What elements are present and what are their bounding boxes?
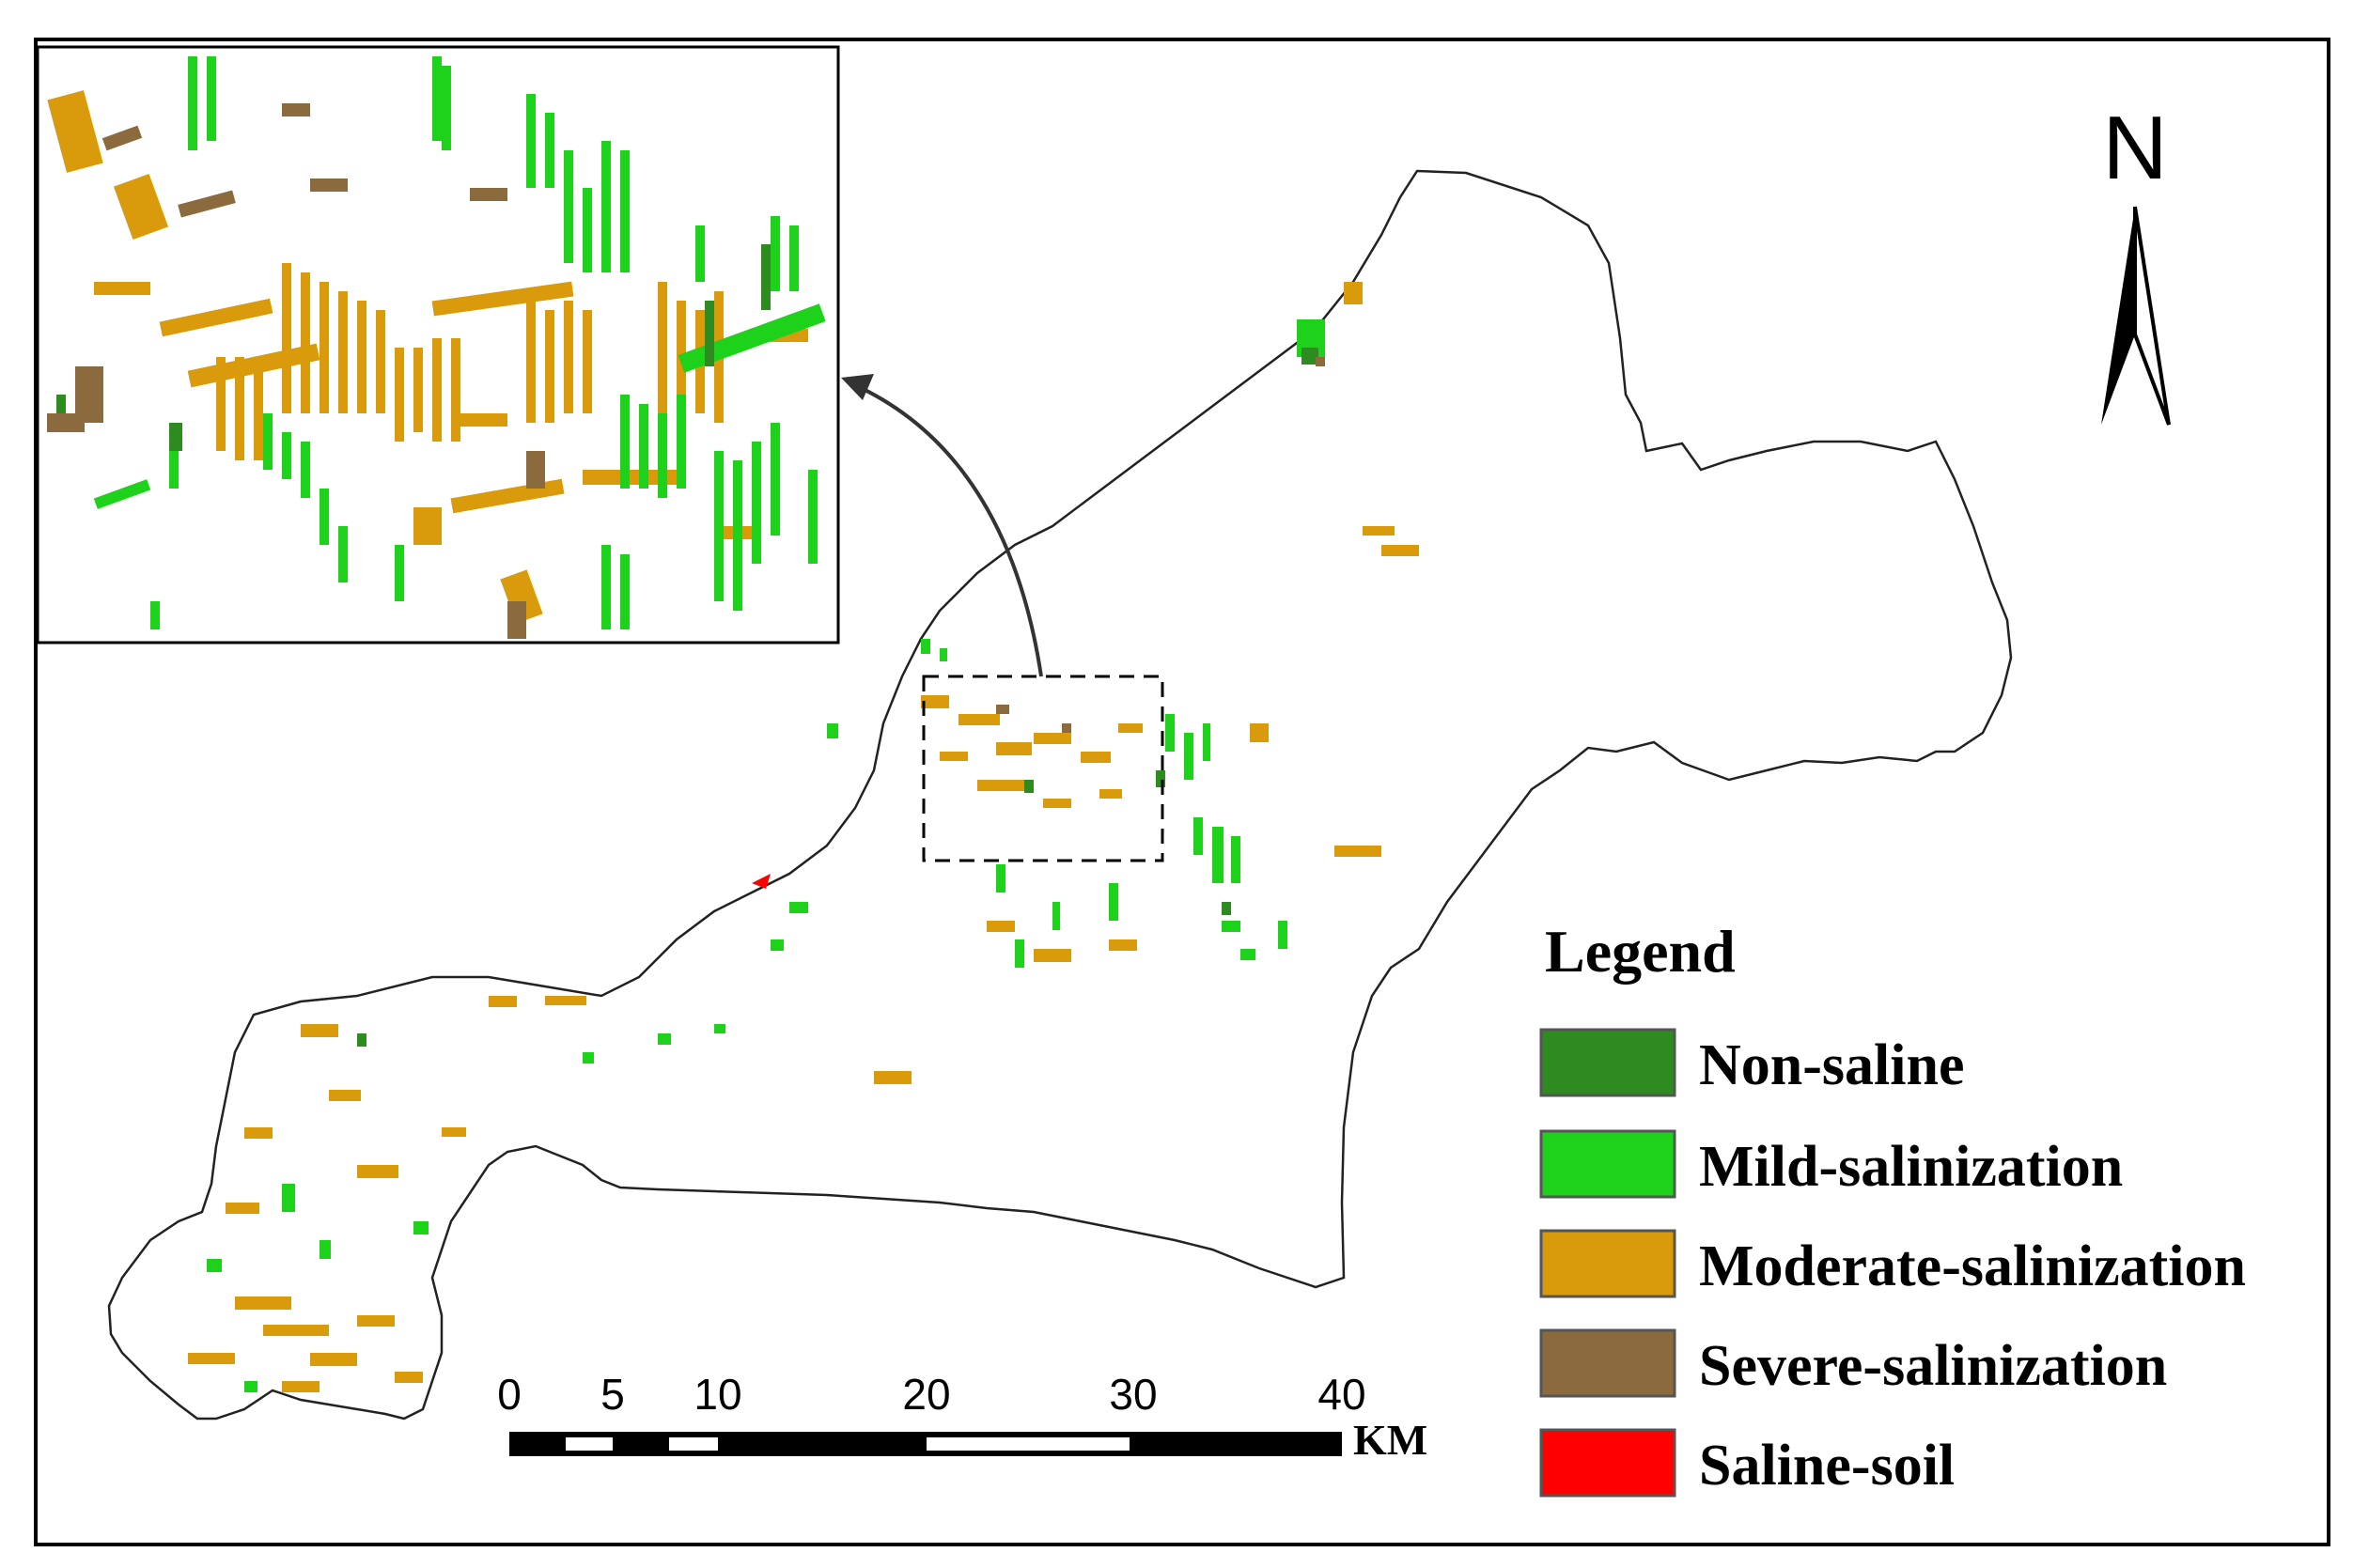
legend-label-severe: Severe-salinization [1699,1334,2167,1398]
north-letter: N [2102,98,2167,198]
scale-tick: 10 [694,1370,741,1419]
scale-tick: 30 [1109,1370,1157,1419]
scale-tick: 20 [902,1370,950,1419]
scale-tick: 40 [1317,1370,1365,1419]
scale-tick: 0 [497,1370,522,1419]
legend-swatch-saline-soil [1539,1428,1676,1498]
legend-label-moderate: Moderate-salinization [1699,1234,2246,1298]
legend-swatch-mild [1539,1129,1676,1199]
legend-label-mild: Mild-salinization [1699,1135,2123,1199]
zoom-extent-box [922,675,1164,862]
study-area-boundary [107,169,2013,1421]
scale-tick: 5 [600,1370,625,1419]
salinization-patches [188,282,1419,1392]
inset-zoom-map [36,45,840,644]
legend-title: Legend [1545,918,1736,985]
scale-unit: KM [1353,1416,1427,1464]
legend: Legend Non-saline Mild-salinization Mode… [1539,918,2246,1498]
legend-swatch-non-saline [1539,1028,1676,1097]
legend-swatch-moderate [1539,1229,1676,1298]
north-arrow: N [2101,98,2171,426]
legend-label-saline-soil: Saline-soil [1699,1434,1955,1498]
zoom-inset-arrow-icon [841,374,1043,677]
legend-swatch-severe [1539,1328,1676,1398]
legend-label-non-saline: Non-saline [1699,1033,1964,1097]
north-arrow-icon [2101,207,2135,425]
scale-bar: 0 5 10 20 30 40 KM [497,1370,1427,1464]
